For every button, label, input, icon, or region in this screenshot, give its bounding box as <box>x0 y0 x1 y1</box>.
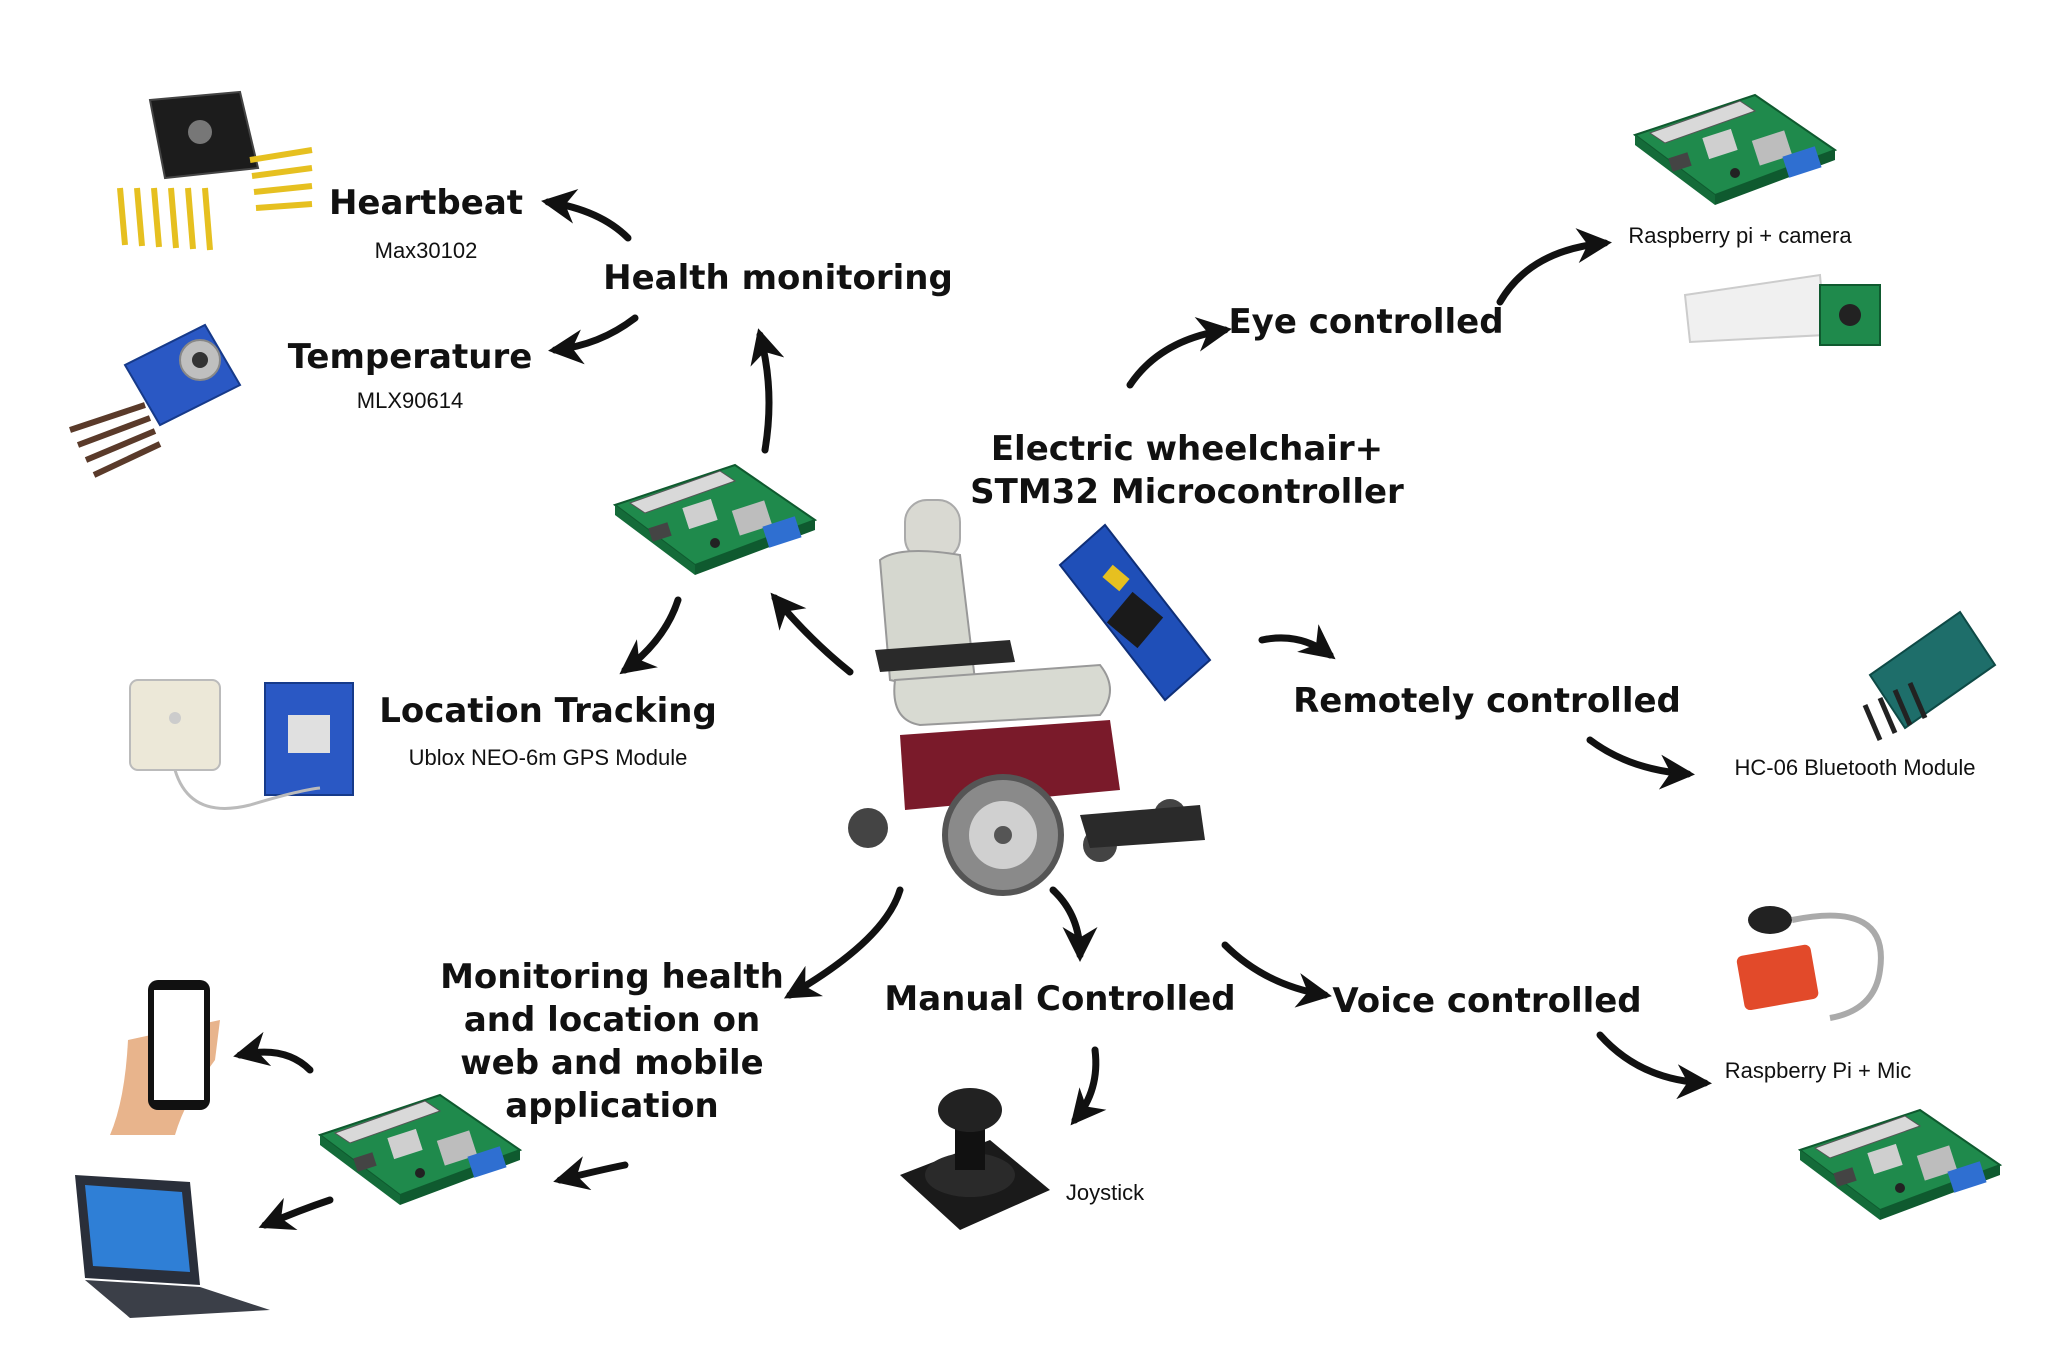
wheelchair-image <box>848 499 1205 896</box>
arrow-rpi-to-phone <box>233 1031 314 1074</box>
arrow-to-heartbeat <box>541 188 632 242</box>
arrow-to-temperature <box>548 314 639 365</box>
arrow-eye-to-rpi <box>1496 228 1612 306</box>
temperature-label: Temperature <box>288 337 533 377</box>
camera-module-image <box>1683 273 1881 346</box>
arrow-voice-to-mic <box>1596 1031 1712 1100</box>
voice-controlled-label: Voice controlled <box>1332 981 1641 1021</box>
center-title-line1: Electric wheelchair+ <box>991 429 1383 469</box>
mlx90614-sensor-image <box>69 323 242 478</box>
eye-controlled-label: Eye controlled <box>1228 302 1503 342</box>
arrow-to-location <box>619 596 682 675</box>
arrow-remote-to-hc06 <box>1586 736 1695 790</box>
arrow-manual-to-joystick <box>1070 1046 1107 1126</box>
manual-controlled-label: Manual Controlled <box>884 979 1235 1019</box>
arrow-to-remote <box>1258 624 1336 660</box>
temperature-sub: MLX90614 <box>357 388 463 413</box>
arrow-to-health <box>750 328 785 454</box>
raspberry-pi-image <box>319 1094 521 1206</box>
raspberry-pi-image <box>614 464 816 576</box>
monitoring-line2: and location on <box>464 1000 760 1040</box>
monitoring-line1: Monitoring health <box>440 957 784 997</box>
heartbeat-label: Heartbeat <box>329 183 523 223</box>
voice-controlled-sub: Raspberry Pi + Mic <box>1725 1058 1911 1083</box>
remote-controlled-sub: HC-06 Bluetooth Module <box>1735 755 1976 780</box>
hc06-module-image <box>1862 610 1997 741</box>
raspberry-pi-image <box>1799 1109 2001 1221</box>
stm32-board-image <box>1058 523 1212 702</box>
phone-in-hand-image <box>110 980 220 1135</box>
eye-controlled-sub: Raspberry pi + camera <box>1628 223 1852 248</box>
health-monitoring-label: Health monitoring <box>603 258 953 298</box>
center-title-line2: STM32 Microcontroller <box>970 472 1404 512</box>
location-label: Location Tracking <box>379 691 717 731</box>
manual-controlled-sub: Joystick <box>1066 1180 1145 1205</box>
heartbeat-sub: Max30102 <box>375 238 478 263</box>
arrow-to-eye <box>1126 316 1232 389</box>
arrow-rpi-to-laptop <box>258 1196 334 1231</box>
laptop-image <box>75 1175 270 1318</box>
gps-module-image <box>129 679 354 810</box>
arrow-from-chair-to-rpi <box>770 592 854 676</box>
joystick-image <box>900 1088 1050 1230</box>
arrow-to-monitoring <box>783 886 904 999</box>
remote-controlled-label: Remotely controlled <box>1293 681 1681 721</box>
max30102-sensor-image <box>117 90 313 251</box>
arrow-to-manual <box>1049 886 1098 962</box>
monitoring-line3: web and mobile <box>460 1043 763 1083</box>
monitoring-line4: application <box>505 1086 719 1126</box>
raspberry-pi-image <box>1634 94 1836 206</box>
arrow-monitoring-to-rpi <box>553 1156 629 1191</box>
arrow-to-voice <box>1221 941 1332 1008</box>
microphone-image <box>1736 906 1884 1021</box>
location-sub: Ublox NEO-6m GPS Module <box>409 745 688 770</box>
